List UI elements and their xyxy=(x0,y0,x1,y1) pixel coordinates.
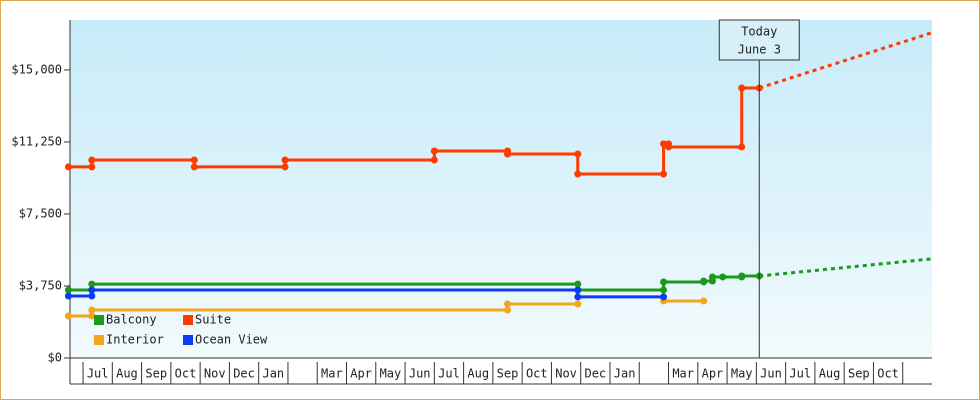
point xyxy=(719,273,727,281)
x-tick-label: Oct xyxy=(526,367,548,381)
point xyxy=(574,286,582,294)
x-tick-label: Aug xyxy=(819,367,841,381)
x-tick-label: Apr xyxy=(350,367,372,381)
point xyxy=(574,150,582,158)
point xyxy=(700,277,708,285)
point xyxy=(88,286,96,294)
point xyxy=(64,292,72,300)
x-tick-label: Sep xyxy=(497,367,519,381)
legend-swatch xyxy=(183,315,193,325)
today-label: June 3 xyxy=(738,43,781,57)
x-tick-label: Nov xyxy=(555,367,577,381)
point xyxy=(708,273,716,281)
x-tick-label: Sep xyxy=(848,367,870,381)
point xyxy=(574,293,582,301)
point xyxy=(190,156,198,164)
x-tick-label: Jun xyxy=(409,367,431,381)
series-line xyxy=(68,288,664,299)
point xyxy=(430,156,438,164)
point xyxy=(504,150,512,158)
legend-label: Suite xyxy=(195,313,231,327)
x-tick-label: Dec xyxy=(233,367,255,381)
point xyxy=(64,163,72,171)
x-tick-label: Jan xyxy=(262,367,284,381)
x-tick-label: Aug xyxy=(467,367,489,381)
x-tick-label: Jul xyxy=(789,367,811,381)
x-tick-label: Nov xyxy=(204,367,226,381)
point xyxy=(660,293,668,301)
x-tick-label: May xyxy=(380,367,402,381)
point xyxy=(660,278,668,286)
x-tick-label: Mar xyxy=(672,367,694,381)
point xyxy=(574,300,582,308)
point xyxy=(504,300,512,308)
point xyxy=(430,147,438,155)
x-tick-label: Aug xyxy=(116,367,138,381)
point xyxy=(64,312,72,320)
plot-area xyxy=(70,20,932,358)
point xyxy=(88,306,96,314)
point xyxy=(504,306,512,314)
point xyxy=(281,156,289,164)
x-tick-label: Jan xyxy=(614,367,636,381)
y-tick-label: $11,250 xyxy=(11,134,62,148)
x-tick-label: Sep xyxy=(145,367,167,381)
y-tick-label: $0 xyxy=(48,351,62,365)
legend-swatch xyxy=(94,335,104,345)
y-tick-label: $3,750 xyxy=(19,278,62,292)
legend-swatch xyxy=(183,335,193,345)
point xyxy=(660,286,668,294)
x-tick-label: Jul xyxy=(438,367,460,381)
point xyxy=(738,84,746,92)
x-tick-label: Oct xyxy=(175,367,197,381)
point xyxy=(665,143,673,151)
x-tick-label: Jul xyxy=(87,367,109,381)
point xyxy=(88,163,96,171)
point xyxy=(281,163,289,171)
y-tick-label: $15,000 xyxy=(11,62,62,76)
point xyxy=(64,286,72,294)
x-tick-label: May xyxy=(731,367,753,381)
x-tick-label: Oct xyxy=(877,367,899,381)
today-box xyxy=(718,19,800,61)
x-tick-label: Dec xyxy=(584,367,606,381)
point xyxy=(190,163,198,171)
x-tick-label: Mar xyxy=(321,367,343,381)
x-tick-label: Apr xyxy=(702,367,724,381)
point xyxy=(88,312,96,320)
point xyxy=(88,156,96,164)
forecast-line xyxy=(759,257,932,278)
point xyxy=(700,297,708,305)
x-tick-label: Jun xyxy=(760,367,782,381)
point xyxy=(88,292,96,300)
y-tick-label: $7,500 xyxy=(19,206,62,220)
legend-swatch xyxy=(94,315,104,325)
point xyxy=(660,170,668,178)
today-label: Today xyxy=(741,25,777,39)
legend-label: Ocean View xyxy=(195,333,268,347)
point xyxy=(88,280,96,288)
point xyxy=(574,170,582,178)
point xyxy=(738,143,746,151)
legend-label: Interior xyxy=(106,333,164,347)
forecast-line xyxy=(758,31,932,90)
point xyxy=(738,272,746,280)
legend-label: Balcony xyxy=(106,313,157,327)
series-line xyxy=(68,299,704,318)
point xyxy=(574,280,582,288)
